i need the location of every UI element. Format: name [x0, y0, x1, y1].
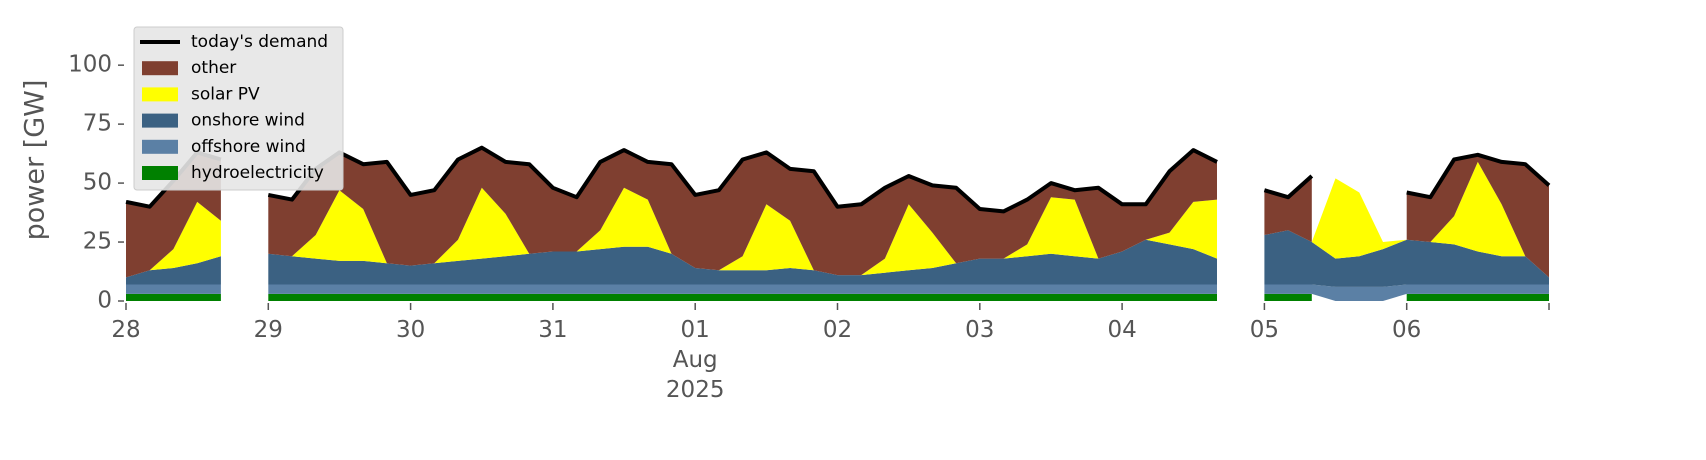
area: [126, 284, 1549, 301]
areas: [126, 147, 1549, 301]
legend-label: hydroelectricity: [191, 163, 324, 183]
area: [126, 161, 1549, 278]
x-tick-label-line: 29: [254, 317, 283, 343]
y-tick-label: 75: [83, 111, 112, 137]
x-tick-label: 04: [1107, 317, 1136, 343]
x-tick-label: 06: [1392, 317, 1421, 343]
x-tick-label-line: 05: [1250, 317, 1279, 343]
x-tick-label: 02: [823, 317, 852, 343]
x-tick-label-line: 30: [396, 317, 425, 343]
y-tick-label: 100: [68, 52, 112, 78]
legend-label: solar PV: [191, 84, 260, 104]
x-tick-label-line: 28: [111, 317, 140, 343]
legend-label: other: [191, 58, 236, 78]
area: [126, 147, 1549, 278]
x-tick-label: 28: [111, 317, 140, 343]
x-tick-label-line: 01: [681, 317, 710, 343]
legend-swatch: [142, 87, 178, 102]
y-tick-label: 0: [97, 288, 112, 314]
y-axis-label: power [GW]: [20, 80, 51, 241]
area: [126, 293, 1549, 301]
x-tick-label-line: 06: [1392, 317, 1421, 343]
x-tick-label-line: 02: [823, 317, 852, 343]
x-tick-label-line: 31: [538, 317, 567, 343]
x-tick-label-line: 03: [965, 317, 994, 343]
x-tick-label: 29: [254, 317, 283, 343]
x-tick-label: 05: [1250, 317, 1279, 343]
legend-label: offshore wind: [191, 137, 306, 157]
legend-label: onshore wind: [191, 111, 305, 131]
y-tick-label: 25: [83, 229, 112, 255]
y-tick-label: 50: [83, 170, 112, 196]
x-tick-label-line: Aug: [673, 347, 718, 373]
area: [126, 230, 1549, 287]
x-tick-label: 30: [396, 317, 425, 343]
x-tick-label: 01 Aug 2025: [666, 317, 725, 403]
legend-swatch: [142, 166, 178, 180]
legend: today's demand other solar PV onshore wind o…: [133, 26, 344, 191]
legend-label: today's demand: [191, 32, 328, 52]
legend-swatch: [142, 113, 178, 128]
x-tick-label: 31: [538, 317, 567, 343]
x-tick-label-line: 2025: [666, 377, 725, 403]
x-tick-label-line: 04: [1107, 317, 1136, 343]
legend-box: [133, 26, 344, 191]
x-tick-label: 03: [965, 317, 994, 343]
legend-swatch: [142, 139, 178, 154]
legend-swatch: [142, 61, 178, 76]
